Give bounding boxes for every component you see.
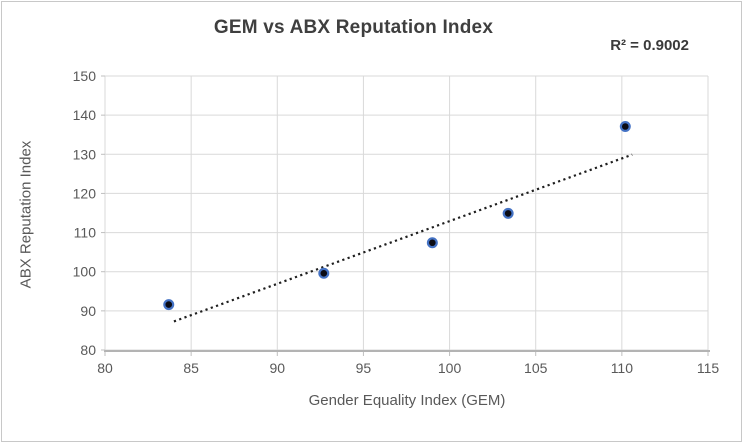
r-squared-label: R² = 0.9002: [610, 37, 689, 54]
chart-title: GEM vs ABX Reputation Index: [213, 17, 494, 38]
trendline: [173, 153, 633, 323]
data-point: [163, 299, 175, 311]
y-tick-label: 130: [73, 146, 97, 162]
x-tick-label: 95: [356, 360, 372, 376]
x-tick-label: 115: [697, 360, 720, 376]
y-tick-label: 100: [73, 264, 97, 280]
data-point: [318, 267, 330, 279]
x-tick-label: 85: [183, 360, 199, 376]
y-tick-label: 110: [74, 225, 97, 241]
y-tick-label: 120: [73, 185, 97, 201]
x-tick-label: 90: [269, 360, 285, 376]
x-tick-label: 80: [97, 360, 113, 376]
x-tick-label: 110: [611, 360, 634, 376]
y-tick-label: 80: [80, 342, 96, 358]
y-tick-label: 150: [73, 68, 97, 84]
data-point: [426, 237, 438, 249]
y-axis-title: ABX Reputation Index: [17, 140, 35, 289]
x-axis-title: Gender Equality Index (GEM): [308, 392, 506, 409]
y-tick-label: 140: [73, 107, 97, 123]
y-tick-label: 90: [80, 303, 96, 319]
data-point: [502, 207, 514, 219]
data-point: [619, 120, 631, 132]
x-tick-label: 100: [438, 360, 462, 376]
x-tick-label: 105: [524, 360, 548, 376]
